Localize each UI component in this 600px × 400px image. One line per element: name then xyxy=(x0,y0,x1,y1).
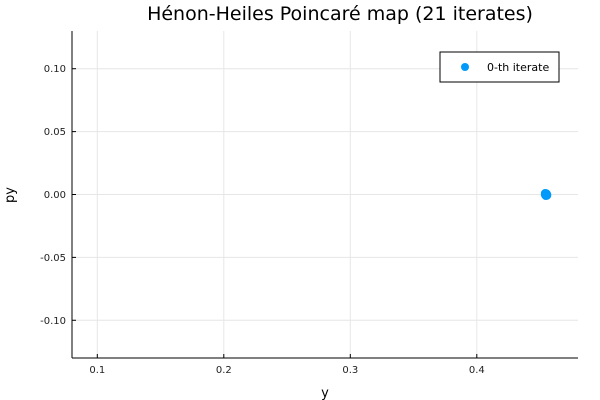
legend-marker-0 xyxy=(461,63,469,71)
x-tick-label: 0.4 xyxy=(469,365,485,376)
y-tick-label: -0.10 xyxy=(40,316,66,327)
y-tick-label: 0.10 xyxy=(44,64,66,75)
x-tick-label: 0.1 xyxy=(89,365,105,376)
grid-lines xyxy=(72,31,578,358)
data-point xyxy=(542,189,552,199)
x-ticks: 0.1 0.2 0.3 0.4 xyxy=(89,354,485,376)
legend-box xyxy=(439,51,560,83)
x-tick-label: 0.3 xyxy=(342,365,358,376)
y-ticks: -0.10 -0.05 0.00 0.05 0.10 xyxy=(40,64,76,327)
y-tick-label: -0.05 xyxy=(40,253,66,264)
y-tick-label: 0.05 xyxy=(44,127,66,138)
y-tick-label: 0.00 xyxy=(44,190,66,201)
y-axis-label: py xyxy=(3,187,18,203)
x-axis-label: y xyxy=(321,386,329,400)
x-tick-label: 0.2 xyxy=(216,365,232,376)
legend-label-0: 0-th iterate xyxy=(487,61,549,74)
data-points xyxy=(540,188,552,201)
legend: 0-th iterate xyxy=(439,51,560,83)
chart-title: Hénon-Heiles Poincaré map (21 iterates) xyxy=(147,3,533,25)
